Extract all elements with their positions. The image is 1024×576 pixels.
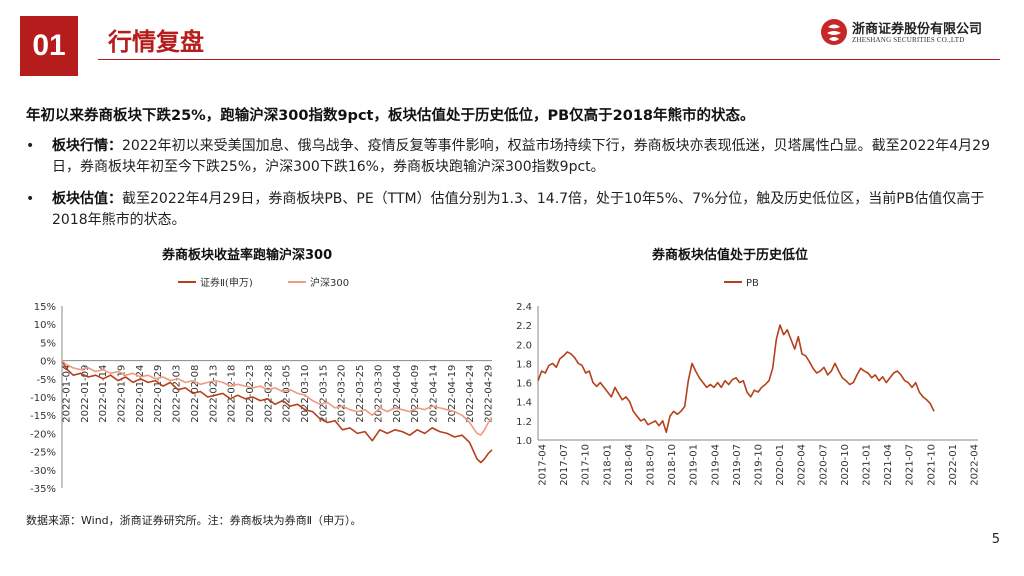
y-tick-label: 1.8 — [516, 359, 532, 370]
bullet-text: 2022年初以来受美国加息、俄乌战争、疫情反复等事件影响，权益市场持续下行，券商… — [52, 138, 990, 175]
x-tick-label: 2021-01 — [862, 444, 873, 486]
x-tick-label: 2020-10 — [840, 444, 851, 486]
bullet-valuation: • 板块估值：截至2022年4月29日，券商板块PB、PE（TTM）估值分别为1… — [26, 189, 996, 231]
x-tick-label: 2022-04-19 — [447, 365, 458, 423]
x-tick-label: 2022-04 — [970, 444, 981, 486]
y-tick-label: -35% — [30, 484, 56, 495]
company-name-en: ZHESHANG SECURITIES CO.,LTD — [852, 36, 965, 44]
legend-label: PB — [746, 278, 759, 289]
x-tick-label: 2022-02-08 — [190, 365, 201, 423]
y-tick-label: 2.0 — [516, 340, 532, 351]
x-tick-label: 2021-10 — [926, 444, 937, 486]
x-tick-label: 2022-04-04 — [392, 365, 403, 423]
x-tick-label: 2022-03-05 — [282, 365, 293, 423]
x-tick-label: 2022-02-18 — [227, 365, 238, 423]
y-tick-label: 1.0 — [516, 436, 532, 447]
x-tick-label: 2022-03-25 — [355, 365, 366, 423]
y-tick-label: -20% — [30, 429, 56, 440]
x-tick-label: 2018-10 — [667, 444, 678, 486]
x-tick-label: 2022-02-13 — [208, 365, 219, 423]
y-tick-label: -30% — [30, 466, 56, 477]
page-number: 5 — [991, 532, 1000, 547]
bullet-dot: • — [26, 138, 35, 154]
bullet-text: 截至2022年4月29日，券商板块PB、PE（TTM）估值分别为1.3、14.7… — [52, 191, 985, 228]
x-tick-label: 2017-10 — [581, 444, 592, 486]
chart-title-valuation: 券商板块估值处于历史低位 — [652, 248, 809, 263]
headline: 年初以来券商板块下跌25%，跑输沪深300指数9pct，板块估值处于历史低位，P… — [26, 108, 755, 124]
x-tick-label: 2020-04 — [797, 444, 808, 486]
x-tick-label: 2022-01-19 — [117, 365, 128, 423]
y-tick-label: -25% — [30, 448, 56, 459]
legend-label: 证券Ⅱ(申万) — [200, 276, 253, 289]
x-tick-label: 2018-07 — [646, 444, 657, 486]
x-tick-label: 2022-02-28 — [263, 365, 274, 423]
legend-label: 沪深300 — [310, 276, 349, 289]
y-tick-label: 10% — [34, 320, 56, 331]
x-tick-label: 2022-01-09 — [80, 365, 91, 423]
x-tick-label: 2022-03-20 — [337, 365, 348, 423]
x-tick-label: 2022-03-10 — [300, 365, 311, 423]
x-tick-label: 2022-04-09 — [410, 365, 421, 423]
company-logo: 浙商证券股份有限公司 ZHESHANG SECURITIES CO.,LTD — [820, 16, 1004, 52]
y-tick-label: 1.4 — [516, 398, 532, 409]
series-line — [61, 360, 493, 436]
x-tick-label: 2019-04 — [710, 444, 721, 486]
y-tick-label: 2.4 — [516, 302, 532, 313]
x-tick-label: 2022-02-03 — [172, 365, 183, 423]
x-tick-label: 2021-04 — [883, 444, 894, 486]
x-tick-label: 2022-04-14 — [428, 365, 439, 423]
series-line — [537, 324, 935, 434]
section-number: 01 — [20, 16, 78, 76]
data-source-note: 数据来源：Wind，浙商证券研究所。注：券商板块为券商Ⅱ（申万）。 — [26, 514, 362, 527]
y-tick-label: 1.6 — [516, 379, 532, 390]
x-tick-label: 2018-04 — [624, 444, 635, 486]
y-tick-label: -10% — [30, 393, 56, 404]
x-tick-label: 2017-04 — [538, 444, 549, 486]
x-tick-label: 2022-04-24 — [465, 365, 476, 423]
x-tick-label: 2022-03-15 — [318, 365, 329, 423]
x-tick-label: 2022-01-04 — [62, 365, 73, 423]
chart-title-returns: 券商板块收益率跑输沪深300 — [162, 248, 333, 263]
y-tick-label: 2.2 — [516, 321, 532, 332]
title-divider — [98, 59, 1000, 60]
y-tick-label: -15% — [30, 411, 56, 422]
bullet-market: • 板块行情：2022年初以来受美国加息、俄乌战争、疫情反复等事件影响，权益市场… — [26, 136, 996, 178]
x-tick-label: 2020-07 — [818, 444, 829, 486]
x-tick-label: 2019-07 — [732, 444, 743, 486]
x-tick-label: 2022-02-23 — [245, 365, 256, 423]
y-tick-label: 5% — [40, 338, 56, 349]
x-tick-label: 2019-01 — [689, 444, 700, 486]
bullet-label: 板块估值： — [52, 191, 122, 207]
bullet-dot: • — [26, 191, 35, 207]
company-logo-icon — [821, 19, 847, 45]
x-tick-label: 2022-01-14 — [98, 365, 109, 423]
x-tick-label: 2021-07 — [905, 444, 916, 486]
x-tick-label: 2017-07 — [559, 444, 570, 486]
x-tick-label: 2019-10 — [754, 444, 765, 486]
x-tick-label: 2022-04-29 — [484, 365, 495, 423]
x-tick-label: 2020-01 — [775, 444, 786, 486]
y-tick-label: 0% — [40, 357, 56, 368]
y-tick-label: 1.2 — [516, 417, 532, 428]
y-tick-label: 15% — [34, 302, 56, 313]
x-tick-label: 2022-01 — [948, 444, 959, 486]
page-title: 行情复盘 — [108, 28, 204, 56]
series-line — [61, 360, 493, 464]
returns-chart: 证券Ⅱ(申万) 沪深300 15% 10% 5% 0% -5% -10% -15% -20% -25… — [30, 276, 495, 495]
bullet-label: 板块行情： — [52, 138, 122, 154]
y-tick-label: -5% — [37, 375, 56, 386]
x-tick-label: 2022-01-24 — [135, 365, 146, 423]
company-name-cn: 浙商证券股份有限公司 — [852, 22, 983, 37]
x-tick-label: 2022-03-30 — [373, 365, 384, 423]
pb-chart: PB 2.4 2.2 2.0 1.8 1.6 1.4 1.2 1.0 2017-04 2017-07… — [516, 278, 981, 486]
x-tick-label: 2018-01 — [602, 444, 613, 486]
x-tick-label: 2022-01-29 — [153, 365, 164, 423]
